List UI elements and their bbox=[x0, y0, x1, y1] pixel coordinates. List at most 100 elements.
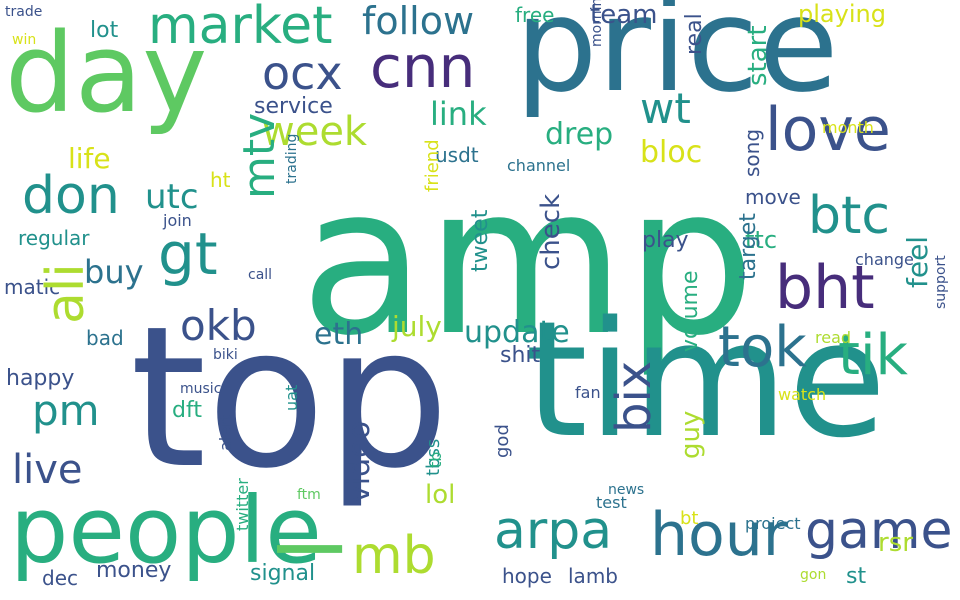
word-buy: buy bbox=[84, 253, 144, 291]
word-cnn: cnn bbox=[370, 33, 476, 101]
word-week: week bbox=[262, 109, 368, 155]
word-check: check bbox=[536, 193, 566, 270]
word-update: update bbox=[464, 315, 570, 350]
word-wt: wt bbox=[640, 84, 691, 133]
word-hour: hour bbox=[650, 500, 788, 570]
word-channel: channel bbox=[507, 156, 571, 175]
word-bht: bht bbox=[775, 253, 875, 323]
word-usdt: usdt bbox=[435, 143, 479, 167]
word-join: join bbox=[163, 211, 192, 230]
word-support: support bbox=[933, 255, 949, 309]
word-music: music bbox=[180, 381, 222, 397]
word-tok: tok bbox=[718, 315, 807, 380]
word-amp: amp bbox=[300, 143, 756, 381]
word-real: real bbox=[682, 13, 707, 55]
word-ttc: ttc bbox=[745, 226, 778, 254]
word-follow: follow bbox=[362, 0, 475, 43]
word-friend: friend bbox=[422, 139, 443, 192]
word-ht: ht bbox=[210, 168, 231, 192]
word-top: top bbox=[130, 284, 450, 511]
word-shit: shit bbox=[500, 343, 541, 368]
word-bloc: bloc bbox=[640, 135, 703, 170]
word-bt: bt bbox=[680, 508, 699, 529]
word-bix: bix bbox=[606, 360, 662, 433]
word-start: start bbox=[743, 25, 773, 86]
word-life: life bbox=[68, 142, 111, 175]
word-eth: eth bbox=[314, 317, 364, 352]
word-okb: okb bbox=[180, 301, 257, 350]
word-change: change bbox=[855, 250, 914, 269]
word-utc: utc bbox=[145, 177, 199, 217]
word-morning: morning bbox=[589, 0, 605, 47]
word-regular: regular bbox=[18, 226, 90, 250]
word-time: time bbox=[525, 286, 887, 473]
word-drep: drep bbox=[545, 117, 614, 152]
word-twitter: twitter bbox=[233, 478, 252, 531]
word-move: move bbox=[745, 185, 801, 209]
word-bad: bad bbox=[86, 326, 124, 350]
word-gt: gt bbox=[158, 220, 218, 288]
word-tb: tb bbox=[426, 451, 445, 468]
word-happy: happy bbox=[6, 366, 75, 391]
word-team: team bbox=[590, 0, 658, 30]
word-god: god bbox=[492, 424, 513, 458]
word-live: live bbox=[12, 447, 83, 493]
word-watch: watch bbox=[778, 385, 827, 404]
word-video: video bbox=[342, 421, 377, 503]
word-lot: lot bbox=[90, 18, 119, 43]
word-project: project bbox=[745, 514, 801, 533]
word-btc: btc bbox=[808, 186, 890, 246]
word-free: free bbox=[515, 3, 555, 27]
word-lol: lol bbox=[425, 480, 456, 510]
word-game: game bbox=[805, 501, 953, 561]
word-tweet: tweet bbox=[468, 209, 493, 272]
word-mtv: mtv bbox=[234, 112, 285, 199]
word-july: july bbox=[392, 310, 442, 343]
word-pm: pm bbox=[32, 386, 100, 435]
word-love: love bbox=[765, 95, 891, 165]
word-read: read bbox=[815, 328, 852, 347]
word-song: song bbox=[740, 128, 764, 177]
word-arpa: arpa bbox=[494, 501, 613, 561]
word-money: money bbox=[96, 558, 172, 583]
word-month: month bbox=[822, 118, 874, 137]
word-feel: feel bbox=[901, 235, 934, 288]
word-tik: tik bbox=[838, 323, 908, 388]
word-play: play bbox=[642, 228, 689, 253]
word-fan: fan bbox=[575, 383, 601, 402]
word-alert: alert bbox=[216, 414, 235, 451]
word-win: win bbox=[12, 32, 37, 48]
word-ocx: ocx bbox=[262, 46, 343, 100]
word-volume: volume bbox=[678, 270, 703, 352]
word-call: call bbox=[248, 267, 273, 283]
word-gon: gon bbox=[800, 567, 827, 583]
word-trading: trading bbox=[284, 133, 300, 184]
word-playing: playing bbox=[798, 0, 886, 28]
word-service: service bbox=[254, 94, 333, 119]
word-mb: mb bbox=[352, 526, 436, 586]
word-st: st bbox=[846, 564, 867, 589]
word-guy: guy bbox=[676, 410, 706, 459]
word-ali: ali bbox=[36, 263, 96, 324]
word-price: price bbox=[515, 0, 839, 121]
word-dft: dft bbox=[172, 398, 202, 423]
word-lamb: lamb bbox=[568, 564, 618, 588]
word-don: don bbox=[22, 166, 120, 226]
word-hope: hope bbox=[502, 564, 552, 588]
word-uat: uat bbox=[282, 384, 301, 411]
word-l: l bbox=[263, 537, 363, 561]
word-day: day bbox=[5, 9, 208, 137]
word-signal: signal bbox=[250, 561, 316, 586]
word-matic: matic bbox=[4, 275, 61, 299]
word-biki: biki bbox=[213, 347, 238, 363]
word-target: target bbox=[736, 213, 761, 280]
word-ftm: ftm bbox=[297, 487, 321, 503]
word-rsr: rsr bbox=[878, 528, 913, 558]
word-trade: trade bbox=[5, 4, 43, 20]
word-people: people bbox=[10, 477, 322, 584]
word-link: link bbox=[430, 95, 487, 133]
word-news: news bbox=[608, 482, 645, 498]
word-test: test bbox=[596, 493, 627, 512]
word-dec: dec bbox=[42, 566, 78, 590]
